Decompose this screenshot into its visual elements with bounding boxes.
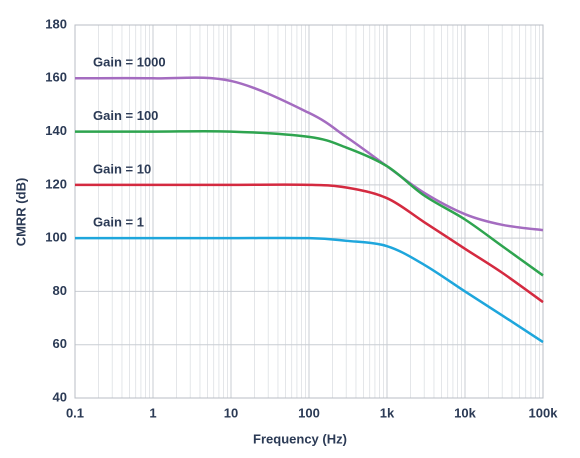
series-label: Gain = 1000 — [93, 55, 166, 70]
y-tick-label: 120 — [45, 176, 67, 191]
y-tick-label: 80 — [53, 283, 67, 298]
x-tick-label: 10 — [224, 405, 238, 420]
x-tick-label: 1 — [149, 405, 156, 420]
y-axis-label: CMRR (dB) — [13, 178, 28, 247]
y-tick-label: 180 — [45, 16, 67, 31]
y-tick-label: 140 — [45, 123, 67, 138]
series-line — [74, 76, 544, 232]
x-tick-label: 0.1 — [66, 405, 84, 420]
series-label: Gain = 100 — [93, 108, 158, 123]
series-line — [75, 129, 544, 277]
y-tick-label: 100 — [45, 230, 67, 245]
x-axis-label: Frequency (Hz) — [253, 431, 347, 446]
series-label: Gain = 10 — [93, 161, 151, 176]
x-tick-label: 10k — [454, 405, 476, 420]
y-tick-label: 60 — [53, 336, 67, 351]
x-tick-label: 1k — [380, 405, 395, 420]
series-line — [75, 183, 544, 304]
x-tick-label: 100 — [298, 405, 320, 420]
series-line — [75, 236, 544, 344]
series-label: Gain = 1 — [93, 215, 144, 230]
plot-frame — [74, 24, 544, 399]
y-tick-label: 40 — [53, 389, 67, 404]
y-tick-label: 160 — [45, 70, 67, 85]
x-tick-label: 100k — [529, 405, 559, 420]
